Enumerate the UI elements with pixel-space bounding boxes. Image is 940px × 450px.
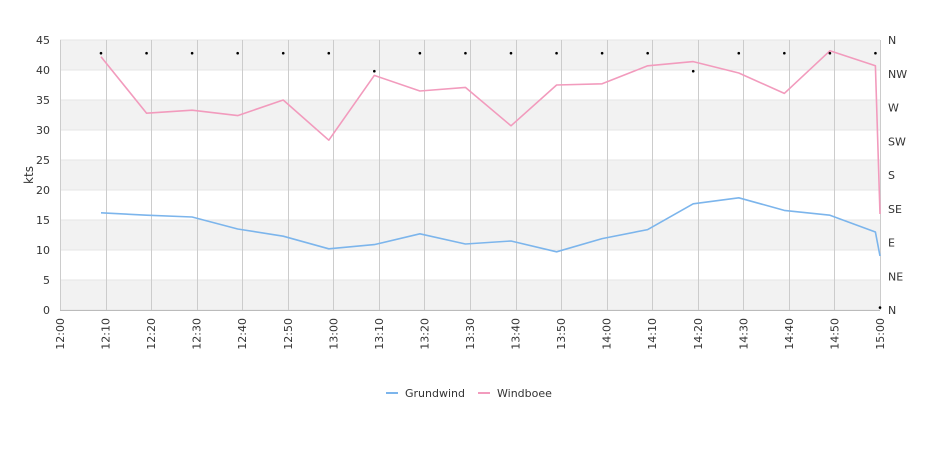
x-tick-label: 12:00 — [54, 318, 67, 350]
direction-markers — [99, 51, 882, 309]
direction-marker — [464, 51, 467, 55]
direction-label: SW — [888, 135, 906, 148]
series-lines — [100, 49, 881, 257]
direction-label: W — [888, 102, 899, 115]
y-tick-label: 30 — [36, 124, 50, 137]
y-tick-label: 35 — [36, 94, 50, 107]
x-tick-label: 14:10 — [646, 318, 659, 350]
y-tick-label: 45 — [36, 34, 50, 47]
direction-marker — [691, 69, 695, 73]
direction-marker — [99, 51, 103, 55]
legend: Grundwind Windboee — [386, 387, 552, 400]
x-tick-label: 12:40 — [236, 318, 249, 350]
direction-axis-labels: N NW W SW S SE E NE N — [888, 34, 907, 317]
x-tick-label: 13:10 — [373, 318, 386, 350]
direction-marker — [555, 51, 558, 55]
x-tick-label: 13:30 — [464, 318, 477, 350]
x-tick-label: 14:30 — [737, 318, 750, 350]
x-tick-label: 14:50 — [828, 318, 841, 350]
direction-marker — [737, 51, 741, 55]
series-line — [100, 197, 881, 257]
y-tick-label: 15 — [36, 214, 50, 227]
x-tick-label: 15:00 — [874, 318, 887, 350]
y-tick-label: 5 — [43, 274, 50, 287]
direction-marker — [874, 51, 877, 55]
direction-marker — [509, 51, 513, 55]
direction-label: N — [888, 34, 896, 47]
x-tick-label: 13:20 — [418, 318, 431, 350]
y-tick-label: 10 — [36, 244, 50, 257]
direction-marker — [373, 69, 376, 73]
legend-label: Windboee — [497, 387, 552, 400]
x-tick-label: 13:50 — [555, 318, 568, 350]
x-tick-label: 13:00 — [327, 318, 340, 350]
direction-marker — [190, 51, 194, 55]
direction-label: N — [888, 304, 896, 317]
direction-marker — [828, 51, 832, 55]
direction-marker — [327, 51, 331, 55]
direction-marker — [646, 51, 649, 55]
direction-label: S — [888, 169, 895, 182]
direction-label: E — [888, 237, 895, 250]
x-tick-label: 13:40 — [510, 318, 523, 350]
x-tick-label: 12:20 — [145, 318, 158, 350]
direction-marker — [281, 51, 285, 55]
x-tick-label: 12:10 — [100, 318, 113, 350]
y-axis-label: kts — [22, 166, 36, 184]
x-tick-label: 14:40 — [783, 318, 796, 350]
x-tick-label: 14:20 — [692, 318, 705, 350]
y-tick-label: 20 — [36, 184, 50, 197]
legend-label: Grundwind — [405, 387, 465, 400]
y-tick-label: 25 — [36, 154, 50, 167]
y-tick-label: 40 — [36, 64, 50, 77]
direction-marker — [600, 51, 604, 55]
x-tick-label: 14:00 — [601, 318, 614, 350]
x-tick-label: 12:50 — [282, 318, 295, 350]
series-line — [100, 49, 881, 215]
y-axis-ticks: 0 5 10 15 20 25 30 35 40 45 — [36, 34, 50, 317]
x-axis-ticks: 12:00 12:10 12:20 12:30 12:40 12:50 13:00 13:10… — [54, 318, 887, 350]
direction-label: NE — [888, 270, 903, 283]
y-tick-label: 0 — [43, 304, 50, 317]
direction-label: NW — [888, 68, 907, 81]
x-tick-label: 12:30 — [191, 318, 204, 350]
vertical-grid — [60, 40, 881, 310]
direction-label: SE — [888, 203, 902, 216]
direction-marker — [418, 51, 422, 55]
direction-marker — [783, 51, 786, 55]
direction-marker — [878, 306, 882, 309]
direction-marker — [145, 51, 148, 55]
direction-marker — [236, 51, 239, 55]
